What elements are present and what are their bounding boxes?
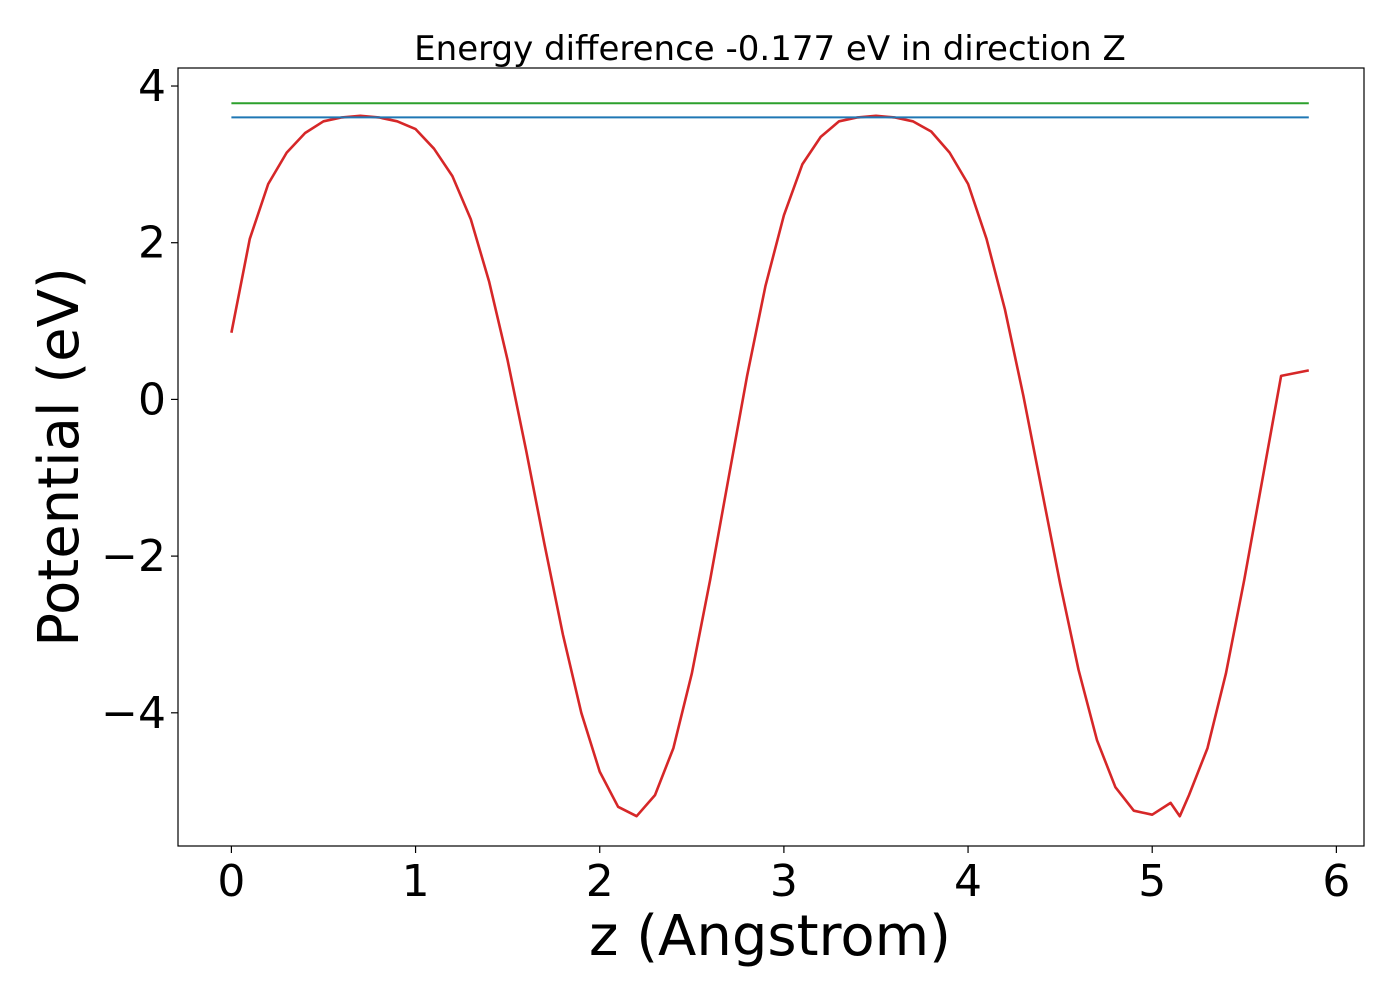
- y-axis: −4 −2 0 2 4: [101, 61, 178, 739]
- x-tick-label: 3: [770, 856, 798, 907]
- x-tick-label: 1: [402, 856, 430, 907]
- y-tick-label: −2: [101, 531, 166, 582]
- y-tick-label: 0: [138, 374, 166, 425]
- x-tick-label: 4: [954, 856, 982, 907]
- x-tick-label: 6: [1322, 856, 1350, 907]
- y-tick-label: −4: [101, 688, 166, 739]
- series-line-1: [230, 114, 1310, 818]
- series-layer: [230, 102, 1310, 818]
- plot-frame: [177, 67, 1365, 847]
- x-axis-title: z (Angstrom): [589, 904, 951, 969]
- x-tick-label: 0: [217, 856, 245, 907]
- x-tick-label: 2: [586, 856, 614, 907]
- y-tick-label: 4: [138, 61, 166, 112]
- chart-title: Energy difference -0.177 eV in direction…: [414, 29, 1126, 69]
- x-tick-label: 5: [1138, 856, 1166, 907]
- x-axis: 0 1 2 3 4 5 6: [217, 846, 1350, 907]
- y-axis-title: Potential (eV): [27, 267, 92, 647]
- y-tick-label: 2: [138, 218, 166, 269]
